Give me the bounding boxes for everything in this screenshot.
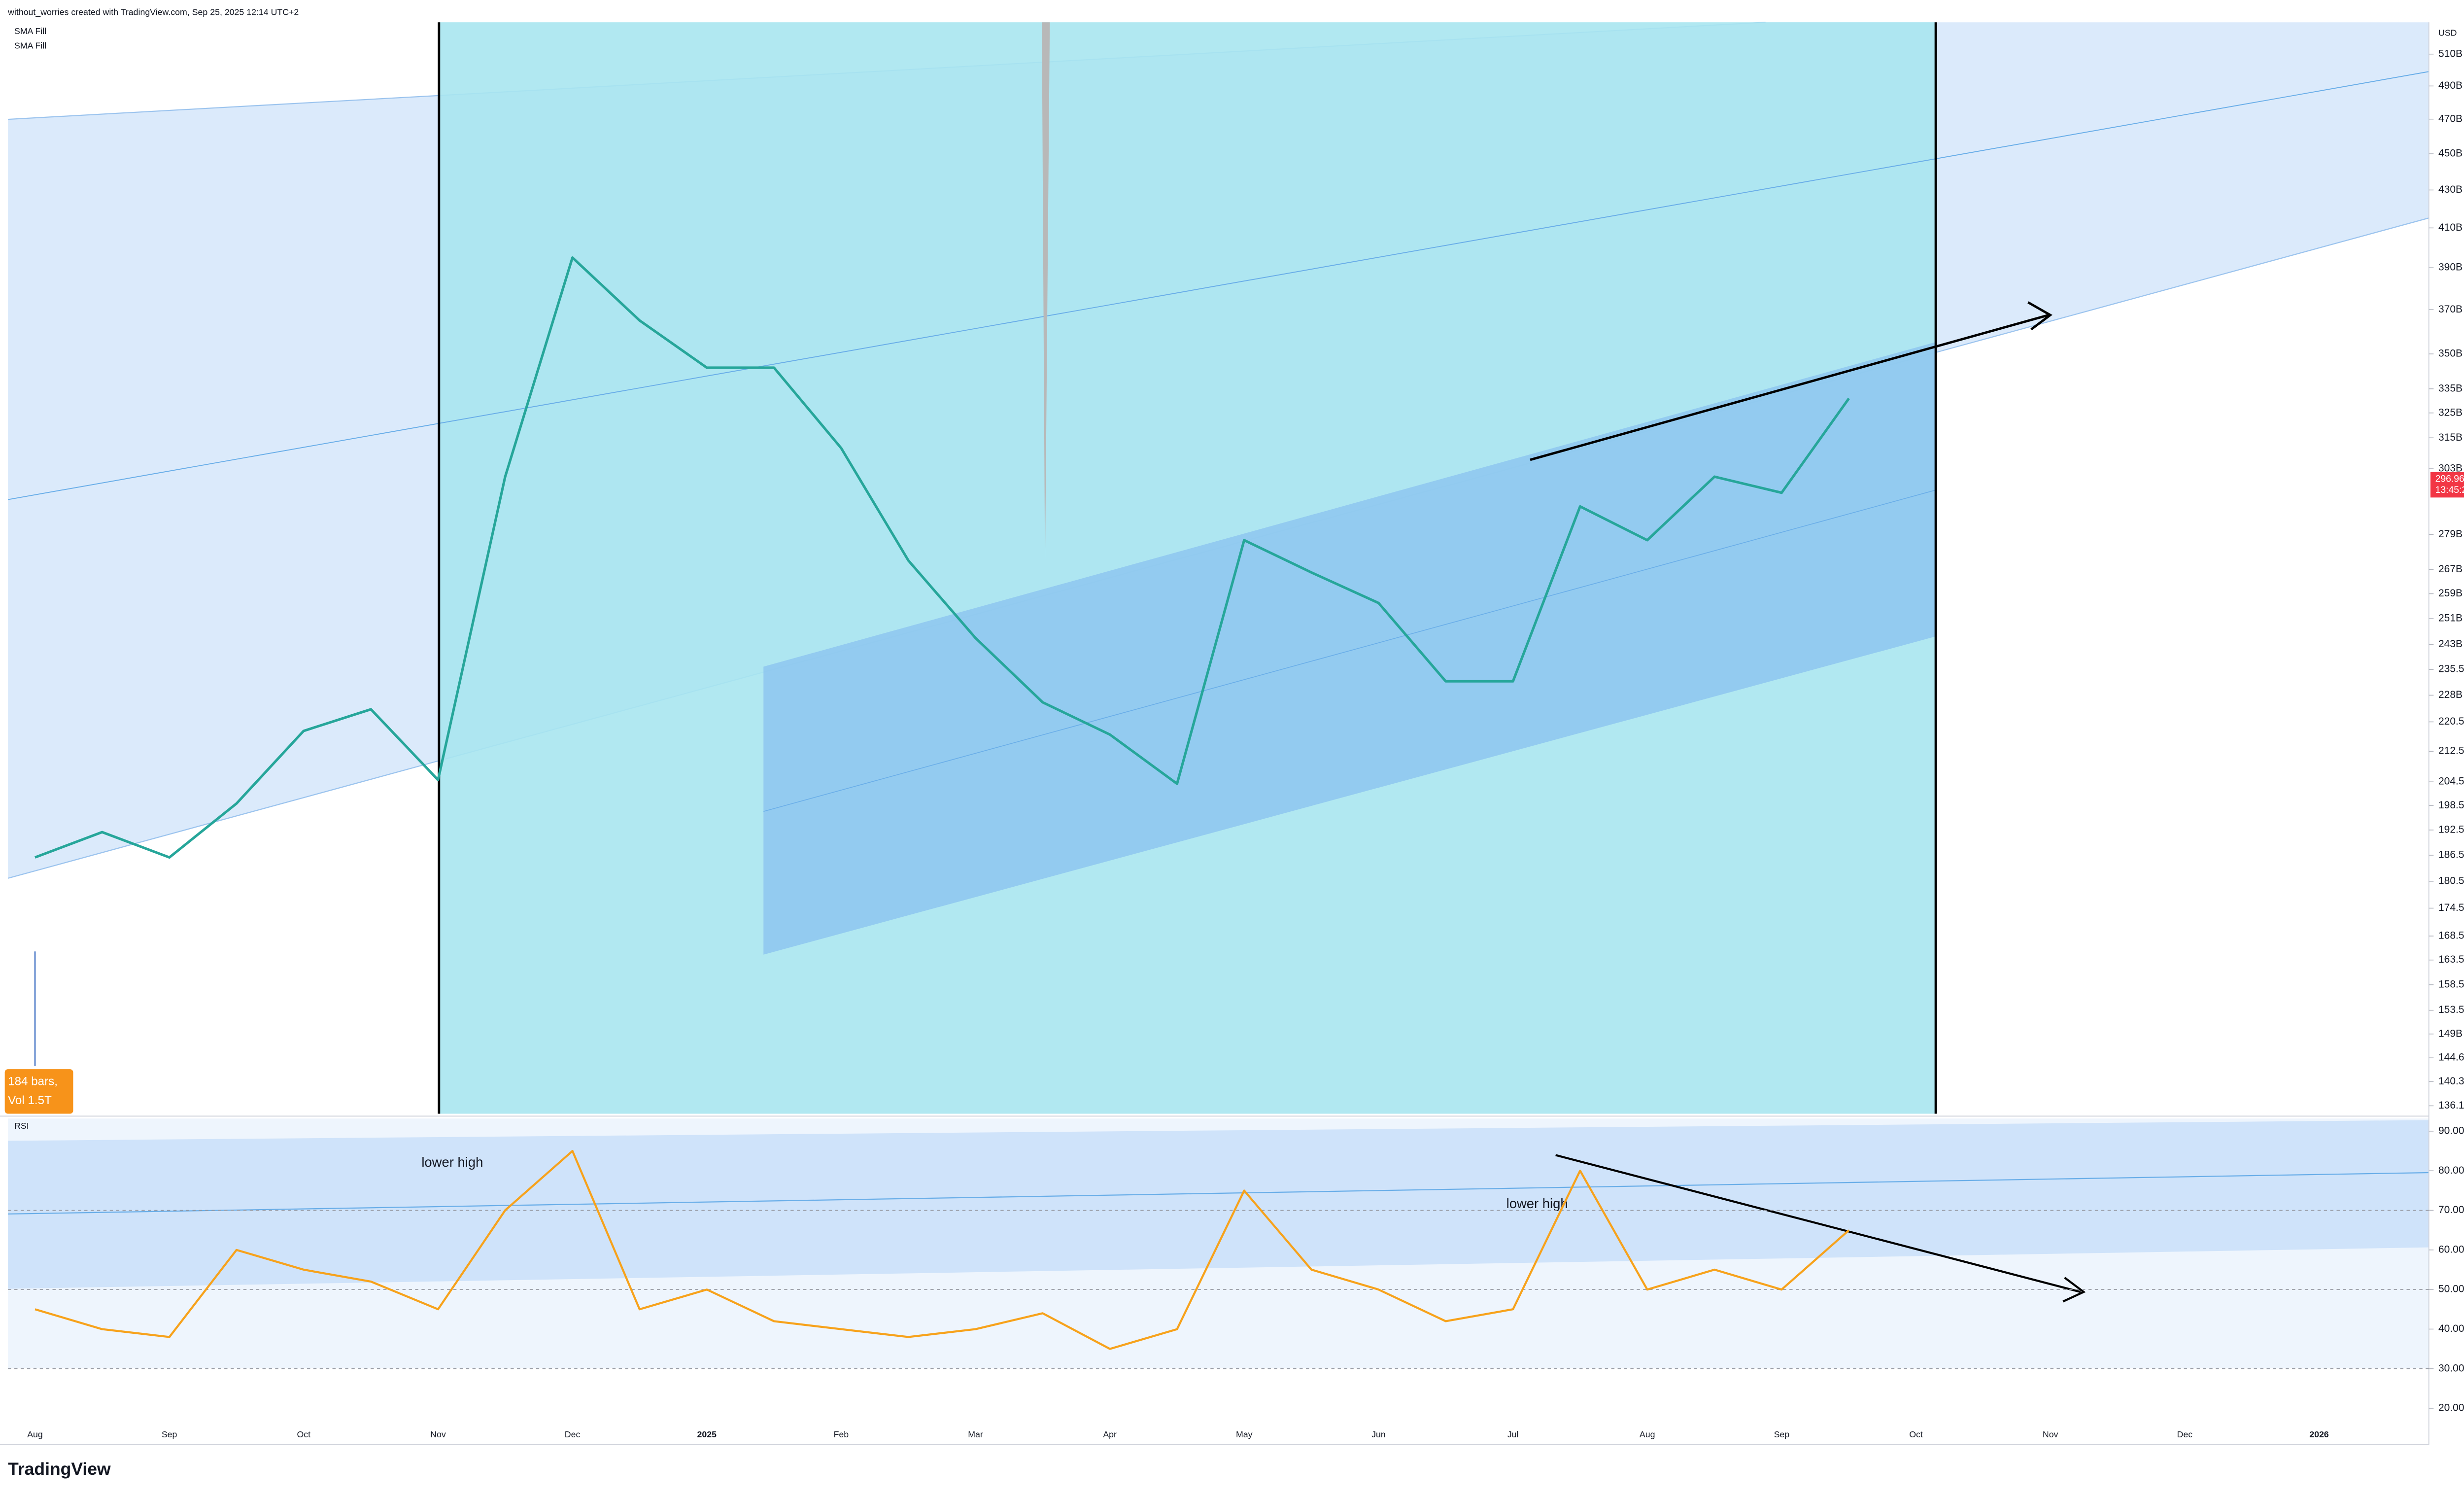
- x-tick-label: Sep: [162, 1429, 177, 1439]
- rsi-title: RSI: [14, 1121, 29, 1131]
- y-tick-label: 144.6B: [2438, 1052, 2464, 1063]
- y-tick-label: 410B: [2438, 222, 2463, 233]
- y-tick-label: 470B: [2438, 113, 2463, 124]
- y-tick-label: 192.5B: [2438, 824, 2464, 835]
- y-tick-label: 259B: [2438, 588, 2463, 599]
- y-tick-label: 153.5B: [2438, 1004, 2464, 1015]
- channel-midline: [7, 71, 2429, 500]
- y-tick-label: 80.00: [2438, 1165, 2464, 1176]
- y-tick-label: 90.00: [2438, 1125, 2464, 1136]
- y-tick-label: 235.5B: [2438, 663, 2464, 675]
- y-tick-label: 370B: [2438, 304, 2463, 315]
- indicator-label: SMA Fill: [14, 26, 46, 36]
- x-tick-label: Nov: [2043, 1429, 2058, 1439]
- y-tick-label: 50.00: [2438, 1284, 2464, 1295]
- logo[interactable]: TradingView: [8, 1459, 111, 1479]
- y-tick-label: 325B: [2438, 407, 2463, 418]
- y-tick-label: 136.15B: [2438, 1100, 2464, 1111]
- y-tick-label: 450B: [2438, 148, 2463, 159]
- y-tick-label: 430B: [2438, 184, 2463, 195]
- y-tick-label: 510B: [2438, 48, 2463, 59]
- rsi-channel-midline: [8, 1172, 2429, 1215]
- x-tick-label: Oct: [1909, 1429, 1923, 1439]
- y-tick-label: 303B: [2438, 463, 2463, 474]
- y-tick-label: 60.00: [2438, 1244, 2464, 1255]
- y-tick-label: 212.5B: [2438, 745, 2464, 757]
- x-tick-label: Dec: [565, 1429, 581, 1439]
- last-price: 296.96B: [2435, 473, 2464, 484]
- y-tick-label: 186.5B: [2438, 849, 2464, 861]
- y-tick-label: 158.5B: [2438, 978, 2464, 990]
- annotation: lower high: [1506, 1196, 1568, 1211]
- x-tick-label: Jun: [1371, 1429, 1386, 1439]
- inner-channel: [763, 342, 1936, 955]
- trend-arrow: [1530, 313, 2049, 461]
- y-tick-label: 220.5B: [2438, 716, 2464, 727]
- price-line: [34, 256, 1850, 859]
- x-tick-label: Dec: [2177, 1429, 2193, 1439]
- x-tick-label: Oct: [297, 1429, 310, 1439]
- countdown: 13:45:29: [2435, 485, 2464, 495]
- x-tick-label: Mar: [968, 1429, 983, 1439]
- y-tick-label: 180.5B: [2438, 875, 2464, 886]
- y-tick-label: 267B: [2438, 563, 2463, 575]
- y-tick-label: 390B: [2438, 262, 2463, 273]
- bars-count: 184 bars,: [8, 1075, 58, 1088]
- y-tick-label: 243B: [2438, 638, 2463, 650]
- y-tick-label: 204.5B: [2438, 776, 2464, 787]
- y-tick-label: 279B: [2438, 528, 2463, 540]
- x-tick-label: May: [1236, 1429, 1253, 1439]
- inner-channel-midline: [763, 489, 1936, 812]
- y-tick-label: 30.00: [2438, 1362, 2464, 1374]
- y-tick-label: 174.5B: [2438, 902, 2464, 913]
- x-tick-label: Sep: [1774, 1429, 1790, 1439]
- y-tick-label: 228B: [2438, 689, 2463, 700]
- currency: USD: [2438, 28, 2457, 37]
- annotation: lower high: [421, 1154, 483, 1170]
- y-tick-label: 40.00: [2438, 1323, 2464, 1334]
- y-tick-label: 490B: [2438, 80, 2463, 91]
- x-tick-label: Jul: [1507, 1429, 1519, 1439]
- y-tick-label: 149B: [2438, 1028, 2463, 1039]
- y-tick-label: 20.00: [2438, 1402, 2464, 1414]
- indicator-label: SMA Fill: [14, 40, 46, 50]
- y-tick-label: 335B: [2438, 382, 2463, 394]
- last-price-box: [2430, 472, 2464, 498]
- x-tick-label: Aug: [1640, 1429, 1655, 1439]
- y-tick-label: 315B: [2438, 432, 2463, 443]
- y-tick-label: 198.5B: [2438, 799, 2464, 811]
- y-tick-label: 140.35B: [2438, 1076, 2464, 1087]
- bars-volume: Vol 1.5T: [8, 1094, 52, 1107]
- x-tick-label: 2026: [2309, 1429, 2329, 1439]
- arrow-head: [2062, 1277, 2086, 1303]
- bars-badge: [4, 1069, 73, 1114]
- x-tick-label: Nov: [430, 1429, 446, 1439]
- x-tick-label: 2025: [697, 1429, 717, 1439]
- y-tick-label: 251B: [2438, 613, 2463, 624]
- x-tick-label: Feb: [834, 1429, 849, 1439]
- y-tick-label: 168.5B: [2438, 930, 2464, 941]
- volume-spike: [1042, 22, 1050, 573]
- rsi-trend-arrow: [1555, 1154, 2081, 1293]
- y-tick-label: 350B: [2438, 348, 2463, 359]
- x-tick-label: Apr: [1103, 1429, 1117, 1439]
- arrow-head: [2027, 301, 2053, 331]
- y-tick-label: 70.00: [2438, 1204, 2464, 1216]
- rsi-line: [34, 1149, 1850, 1350]
- credit: without_worries created with TradingView…: [7, 7, 299, 18]
- x-tick-label: Aug: [27, 1429, 43, 1439]
- y-tick-label: 163.5B: [2438, 954, 2464, 965]
